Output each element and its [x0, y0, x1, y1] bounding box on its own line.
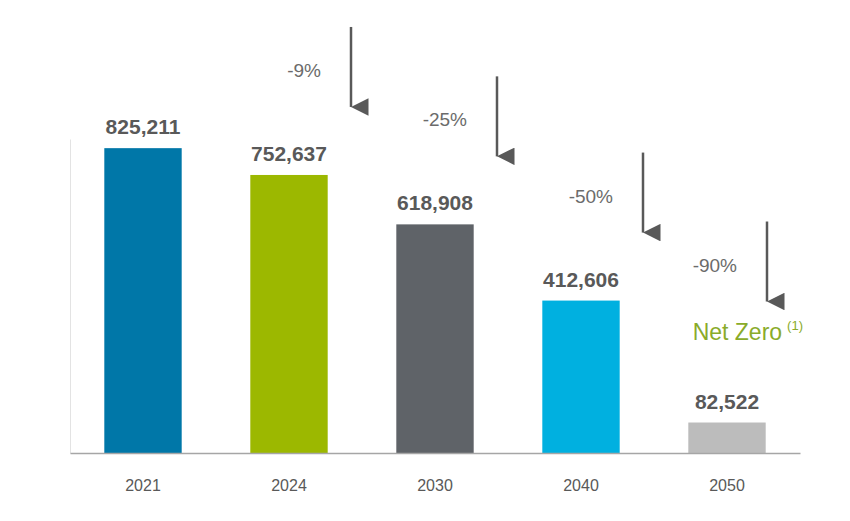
change-label: -9% [287, 60, 321, 81]
change-label: -50% [569, 186, 613, 207]
bar [396, 224, 473, 453]
x-tick: 2040 [563, 453, 599, 494]
chart-container: 2021 2024 2030 2040 2050 825,211 752,637 618,90… [0, 0, 850, 521]
x-axis: 2021 2024 2030 2040 2050 [71, 453, 801, 494]
arrow [496, 76, 499, 156]
x-tick: 2050 [709, 453, 745, 494]
tick-label: 2050 [709, 477, 745, 494]
change-label: -90% [693, 255, 737, 276]
data-label: 82,522 [695, 390, 759, 413]
tick-label: 2030 [417, 477, 453, 494]
bar [688, 423, 765, 453]
y-axis-line [70, 140, 71, 454]
y-axis [70, 140, 71, 454]
label-text: Net Zero [693, 319, 782, 345]
data-label: 825,211 [106, 115, 181, 138]
chart: 2021 2024 2030 2040 2050 825,211 752,637 618,90… [0, 0, 850, 521]
x-tick: 2021 [125, 453, 161, 494]
x-axis-line [71, 453, 801, 455]
data-labels: 825,211 752,637 618,908 412,606 82,522 [106, 115, 760, 412]
x-tick: 2030 [417, 453, 453, 494]
x-tick: 2024 [271, 453, 307, 494]
bar [104, 148, 181, 453]
arrow [766, 222, 769, 302]
bar [542, 301, 619, 453]
footnote-mark: (1) [787, 318, 803, 333]
data-label: 618,908 [397, 191, 473, 214]
tick-label: 2024 [271, 477, 307, 494]
tick-label: 2021 [125, 477, 161, 494]
arrow [350, 27, 353, 107]
tick-label: 2040 [563, 477, 599, 494]
data-label: 752,637 [251, 142, 327, 165]
annotations: -9% -25% -50% -90% Net Zero (1) [287, 27, 803, 345]
net-zero-label: Net Zero (1) [693, 318, 803, 345]
bars [104, 148, 765, 453]
data-label: 412,606 [543, 268, 619, 291]
change-label: -25% [423, 109, 467, 130]
arrow [642, 153, 645, 233]
bar [250, 175, 327, 453]
